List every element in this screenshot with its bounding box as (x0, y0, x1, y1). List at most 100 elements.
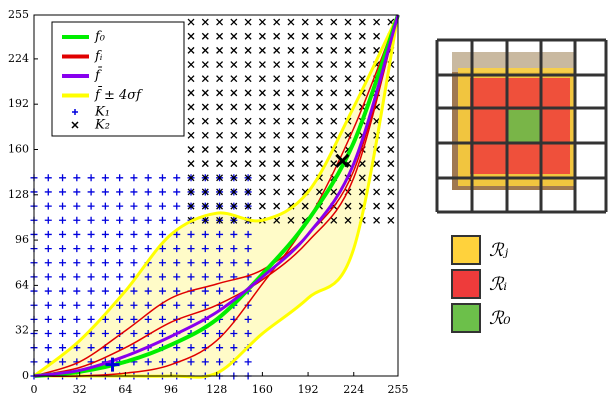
region-diagram (435, 38, 608, 214)
marker (344, 202, 352, 210)
y-tick-label: 32 (15, 324, 29, 337)
marker (358, 188, 366, 196)
marker (44, 216, 52, 224)
legend-label: K₂ (94, 118, 110, 133)
marker (301, 202, 309, 210)
marker (201, 61, 209, 69)
marker (258, 46, 266, 54)
marker (187, 75, 195, 83)
marker (144, 315, 152, 323)
marker (216, 160, 224, 168)
marker (330, 75, 338, 83)
marker (216, 61, 224, 69)
marker (287, 61, 295, 69)
marker (316, 103, 323, 111)
marker (144, 301, 152, 309)
marker (201, 160, 209, 168)
region-swatch (451, 269, 481, 299)
marker (244, 89, 252, 97)
marker (158, 287, 166, 295)
marker (73, 315, 81, 323)
marker (201, 146, 209, 153)
marker (73, 188, 81, 196)
marker (201, 46, 209, 54)
legend-label: fᵢ (94, 49, 103, 64)
marker (273, 188, 281, 196)
marker (301, 75, 309, 83)
marker (230, 146, 238, 153)
marker (230, 216, 238, 224)
marker (216, 358, 224, 366)
y-tick-label: 224 (8, 52, 29, 65)
band-fill (34, 15, 398, 378)
marker (273, 131, 281, 139)
marker (101, 287, 109, 295)
marker (187, 344, 195, 352)
marker (216, 75, 224, 83)
marker (301, 146, 309, 153)
marker (116, 301, 124, 309)
marker (244, 32, 252, 40)
marker (287, 32, 295, 40)
marker (87, 174, 95, 182)
line (33, 14, 399, 377)
photo-top (452, 52, 575, 72)
region-0 (507, 110, 541, 144)
marker (187, 188, 195, 196)
marker (201, 358, 209, 366)
marker (44, 174, 52, 182)
marker (59, 216, 67, 224)
marker (316, 188, 323, 196)
marker (230, 188, 238, 196)
marker (273, 46, 281, 54)
marker (101, 174, 109, 182)
marker (44, 287, 52, 295)
marker (387, 216, 395, 224)
marker (44, 344, 52, 352)
marker (201, 301, 209, 309)
marker (230, 160, 238, 168)
marker (71, 121, 79, 129)
marker (216, 230, 224, 238)
marker (101, 188, 109, 196)
marker (173, 287, 181, 295)
marker (230, 344, 238, 352)
marker (73, 216, 81, 224)
marker (87, 273, 95, 281)
marker (101, 330, 109, 338)
marker (87, 344, 95, 352)
marker (201, 75, 209, 83)
marker (387, 160, 395, 168)
marker (330, 216, 338, 224)
marker (373, 32, 381, 40)
y-tick-label: 0 (22, 369, 29, 382)
marker (44, 259, 52, 267)
plot: 0 32 64 96 128 160 192 224 255 0 32 64 96 128 160 192 22… (8, 8, 409, 396)
marker (316, 117, 323, 125)
marker (387, 131, 395, 139)
marker (316, 160, 323, 168)
marker (373, 202, 381, 210)
marker (373, 174, 381, 182)
marker (201, 202, 209, 210)
marker (244, 103, 252, 111)
marker (158, 230, 166, 238)
marker (230, 46, 238, 54)
marker (273, 146, 281, 153)
marker (116, 259, 124, 267)
marker (73, 202, 81, 210)
marker (44, 315, 52, 323)
marker (244, 330, 252, 338)
marker (59, 344, 67, 352)
marker (87, 188, 95, 196)
marker (116, 245, 124, 253)
marker (230, 103, 238, 111)
marker (244, 146, 252, 153)
marker (130, 287, 138, 295)
marker (216, 146, 224, 153)
marker (216, 287, 224, 295)
marker (116, 287, 124, 295)
marker (230, 245, 238, 253)
marker (130, 259, 138, 267)
marker (216, 18, 224, 26)
